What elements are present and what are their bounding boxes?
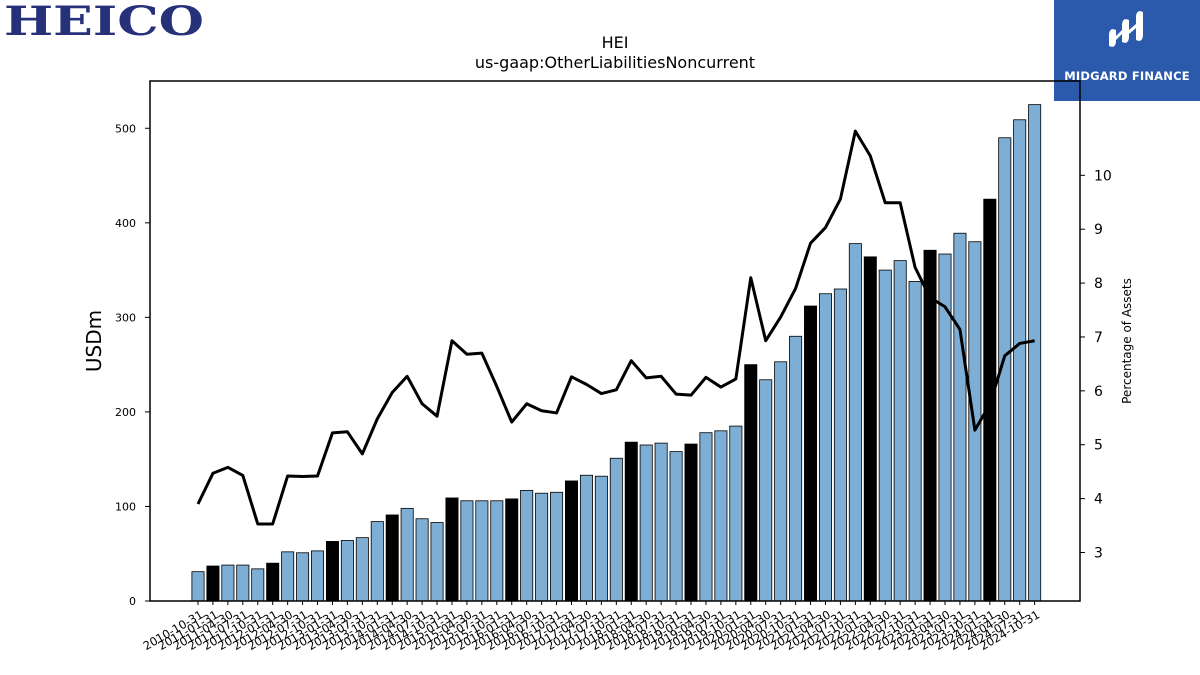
bar-2019-07-31 [714, 430, 728, 602]
midgard-finance-logo: MIDGARD FINANCE [1054, 0, 1200, 101]
bar-2011-10-31 [251, 568, 265, 602]
heico-logo: HEICO [4, 2, 204, 40]
bar-2012-04-30 [281, 551, 295, 602]
chart-subtitle: us-gaap:OtherLiabilitiesNoncurrent [475, 53, 755, 72]
bar-2024-07-31 [1013, 119, 1027, 602]
y-tick-label-200: 200 [115, 406, 136, 419]
bar-2018-10-31 [669, 451, 683, 602]
bars-group [191, 104, 1042, 602]
y2-tick-label-5: 5 [1094, 438, 1103, 454]
bar-2015-07-31 [475, 500, 489, 602]
bar-2019-01-31 [684, 443, 698, 602]
bar-2023-01-31 [923, 249, 937, 602]
bar-2021-10-31 [848, 243, 862, 602]
midgard-emblem-icon [1109, 11, 1143, 47]
bar-2014-10-31 [430, 522, 444, 602]
axes-group: 01002003004005003456789102010-10-312011-… [115, 80, 1112, 653]
bar-2014-07-31 [415, 518, 429, 602]
bar-2019-04-30 [699, 432, 713, 602]
y2-tick-label-9: 9 [1094, 222, 1103, 238]
y-tick-label-500: 500 [115, 122, 136, 135]
bar-2017-04-30 [579, 474, 593, 602]
bar-2011-04-30 [221, 564, 235, 602]
bar-2021-01-31 [804, 305, 818, 602]
y2-axis-label: Percentage of Assets [1120, 278, 1134, 404]
chart-title: HEI [602, 33, 629, 52]
bar-2022-10-31 [908, 281, 922, 602]
bar-2024-10-31 [1028, 104, 1042, 602]
heico-logo-text: HEICO [4, 2, 204, 40]
percentage-line [196, 129, 1035, 526]
bar-2010-10-31 [191, 571, 205, 602]
bar-2013-10-31 [370, 521, 384, 602]
bar-2012-07-31 [296, 552, 310, 602]
bar-2016-01-31 [505, 498, 519, 602]
y-tick-label-100: 100 [115, 500, 136, 513]
midgard-logo-text: MIDGARD FINANCE [1064, 69, 1190, 83]
bar-2020-04-30 [759, 379, 773, 602]
y-axis-label: USDm [82, 310, 106, 372]
bar-2020-10-31 [789, 335, 803, 602]
bar-2011-07-31 [236, 564, 250, 602]
y-tick-label-300: 300 [115, 311, 136, 324]
bar-2012-10-31 [311, 550, 325, 602]
plot-frame [149, 80, 1081, 602]
bar-2013-07-31 [355, 537, 369, 602]
bar-2011-01-31 [206, 565, 220, 602]
line-group [196, 129, 1035, 526]
y2-tick-label-3: 3 [1094, 546, 1103, 562]
bar-2014-01-31 [385, 514, 399, 602]
bar-2015-01-31 [445, 497, 459, 602]
bar-2016-10-31 [550, 491, 564, 602]
bar-2017-01-31 [565, 480, 579, 602]
bar-2017-10-31 [609, 457, 623, 602]
bar-2022-01-31 [863, 256, 877, 602]
bar-2020-07-31 [774, 361, 788, 602]
bar-2017-07-31 [594, 475, 608, 602]
bar-2018-04-30 [639, 444, 653, 602]
bar-2018-01-31 [624, 441, 638, 602]
bar-2022-04-30 [878, 269, 892, 602]
bar-2022-07-31 [893, 260, 907, 602]
bar-2023-07-31 [953, 232, 967, 602]
bar-2018-07-31 [654, 442, 668, 602]
bar-2015-04-30 [460, 500, 474, 602]
bar-2020-01-31 [744, 364, 758, 602]
y2-tick-label-8: 8 [1094, 276, 1103, 292]
bar-2021-04-30 [818, 293, 832, 602]
bar-2012-01-31 [266, 562, 280, 602]
bar-2016-07-31 [535, 492, 549, 602]
bar-2021-07-31 [833, 288, 847, 602]
y2-tick-label-10: 10 [1094, 168, 1112, 184]
bar-2014-04-30 [400, 507, 414, 602]
y2-tick-label-7: 7 [1094, 330, 1103, 346]
y-tick-label-400: 400 [115, 217, 136, 230]
bar-2016-04-30 [520, 489, 534, 602]
bar-2013-01-31 [325, 541, 339, 602]
bar-2015-10-31 [490, 500, 504, 602]
y2-tick-label-4: 4 [1094, 492, 1103, 508]
bar-2019-10-31 [729, 425, 743, 602]
bar-2013-04-30 [340, 540, 354, 602]
y2-tick-label-6: 6 [1094, 384, 1103, 400]
y-tick-label-0: 0 [129, 595, 136, 608]
